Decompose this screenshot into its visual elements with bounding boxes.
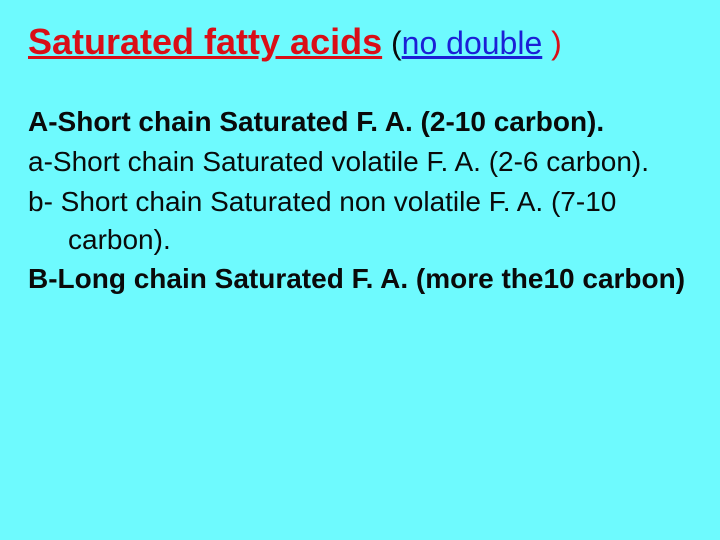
title-main: Saturated fatty acids (28, 21, 382, 62)
title-paren-open: ( (382, 25, 402, 61)
title-subtitle: no double (402, 25, 543, 61)
item-a-heading: A-Short chain Saturated F. A. (2-10 carb… (28, 103, 692, 141)
slide-body: A-Short chain Saturated F. A. (2-10 carb… (28, 103, 692, 298)
slide-title: Saturated fatty acids (no double ) (28, 20, 692, 63)
item-b-heading: B-Long chain Saturated F. A. (more the10… (28, 260, 692, 298)
item-a-sub-b: b- Short chain Saturated non volatile F.… (28, 183, 692, 259)
item-a-sub-a: a-Short chain Saturated volatile F. A. (… (28, 143, 692, 181)
title-paren-close: ) (542, 25, 562, 61)
